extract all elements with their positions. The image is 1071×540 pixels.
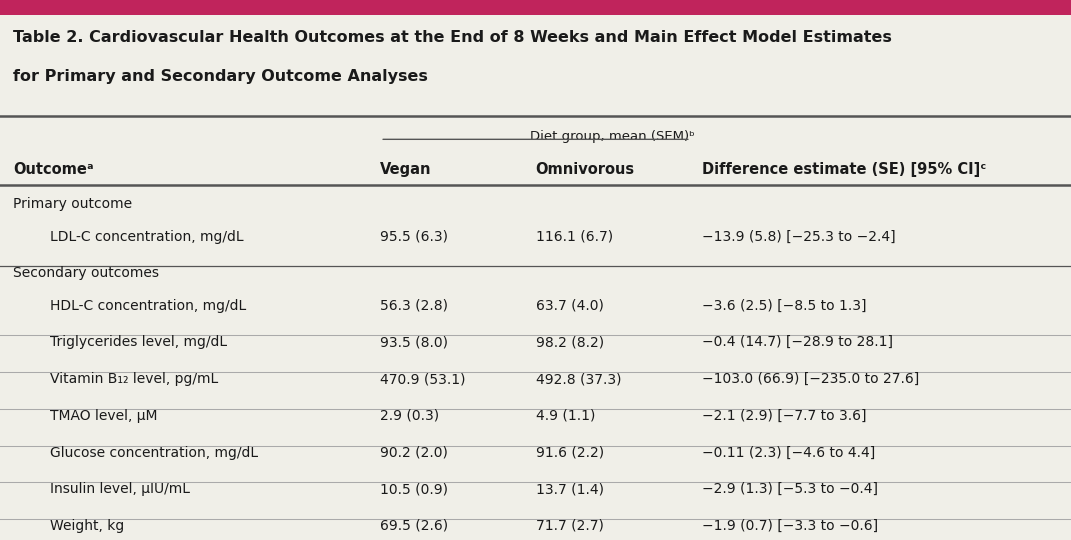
Text: Triglycerides level, mg/dL: Triglycerides level, mg/dL <box>50 335 227 349</box>
Text: 90.2 (2.0): 90.2 (2.0) <box>380 446 448 460</box>
Text: for Primary and Secondary Outcome Analyses: for Primary and Secondary Outcome Analys… <box>13 69 427 84</box>
Text: 98.2 (8.2): 98.2 (8.2) <box>536 335 604 349</box>
Text: 470.9 (53.1): 470.9 (53.1) <box>380 372 466 386</box>
Text: HDL-C concentration, mg/dL: HDL-C concentration, mg/dL <box>50 299 246 313</box>
Text: Diet group, mean (SEM)ᵇ: Diet group, mean (SEM)ᵇ <box>530 130 695 143</box>
Text: Vegan: Vegan <box>380 162 432 177</box>
Text: Vitamin B₁₂ level, pg/mL: Vitamin B₁₂ level, pg/mL <box>50 372 218 386</box>
Text: Weight, kg: Weight, kg <box>50 519 124 533</box>
Text: −2.9 (1.3) [−5.3 to −0.4]: −2.9 (1.3) [−5.3 to −0.4] <box>702 482 877 496</box>
Text: Table 2. Cardiovascular Health Outcomes at the End of 8 Weeks and Main Effect Mo: Table 2. Cardiovascular Health Outcomes … <box>13 30 892 45</box>
Text: 95.5 (6.3): 95.5 (6.3) <box>380 230 448 244</box>
Text: −103.0 (66.9) [−235.0 to 27.6]: −103.0 (66.9) [−235.0 to 27.6] <box>702 372 919 386</box>
Text: −0.4 (14.7) [−28.9 to 28.1]: −0.4 (14.7) [−28.9 to 28.1] <box>702 335 892 349</box>
Text: 4.9 (1.1): 4.9 (1.1) <box>536 409 594 423</box>
Text: 91.6 (2.2): 91.6 (2.2) <box>536 446 604 460</box>
Text: 69.5 (2.6): 69.5 (2.6) <box>380 519 449 533</box>
Text: 116.1 (6.7): 116.1 (6.7) <box>536 230 613 244</box>
Text: −3.6 (2.5) [−8.5 to 1.3]: −3.6 (2.5) [−8.5 to 1.3] <box>702 299 866 313</box>
Text: 56.3 (2.8): 56.3 (2.8) <box>380 299 448 313</box>
Text: Difference estimate (SE) [95% CI]ᶜ: Difference estimate (SE) [95% CI]ᶜ <box>702 162 985 177</box>
Text: −1.9 (0.7) [−3.3 to −0.6]: −1.9 (0.7) [−3.3 to −0.6] <box>702 519 877 533</box>
Text: TMAO level, μM: TMAO level, μM <box>50 409 157 423</box>
Text: 71.7 (2.7): 71.7 (2.7) <box>536 519 603 533</box>
Text: 10.5 (0.9): 10.5 (0.9) <box>380 482 448 496</box>
Text: −0.11 (2.3) [−4.6 to 4.4]: −0.11 (2.3) [−4.6 to 4.4] <box>702 446 875 460</box>
Text: Secondary outcomes: Secondary outcomes <box>13 266 159 280</box>
Text: −2.1 (2.9) [−7.7 to 3.6]: −2.1 (2.9) [−7.7 to 3.6] <box>702 409 866 423</box>
Text: Glucose concentration, mg/dL: Glucose concentration, mg/dL <box>50 446 258 460</box>
Text: 63.7 (4.0): 63.7 (4.0) <box>536 299 603 313</box>
Text: Insulin level, μIU/mL: Insulin level, μIU/mL <box>50 482 191 496</box>
Text: 13.7 (1.4): 13.7 (1.4) <box>536 482 603 496</box>
Text: Primary outcome: Primary outcome <box>13 197 132 211</box>
Text: LDL-C concentration, mg/dL: LDL-C concentration, mg/dL <box>50 230 244 244</box>
Text: 492.8 (37.3): 492.8 (37.3) <box>536 372 621 386</box>
Text: 2.9 (0.3): 2.9 (0.3) <box>380 409 439 423</box>
Text: Omnivorous: Omnivorous <box>536 162 635 177</box>
Bar <box>0 0 1071 15</box>
Text: −13.9 (5.8) [−25.3 to −2.4]: −13.9 (5.8) [−25.3 to −2.4] <box>702 230 895 244</box>
Text: Outcomeᵃ: Outcomeᵃ <box>13 162 93 177</box>
Text: 93.5 (8.0): 93.5 (8.0) <box>380 335 448 349</box>
